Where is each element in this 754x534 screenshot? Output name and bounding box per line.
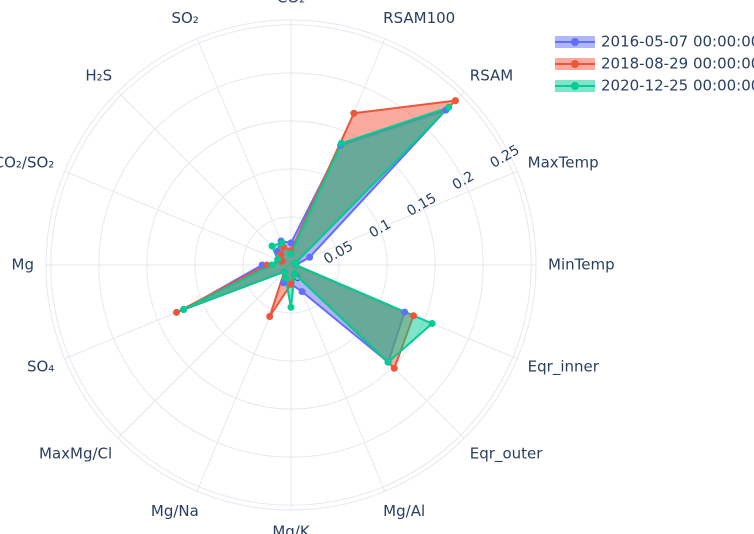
data-point [428, 319, 436, 327]
data-point [390, 364, 398, 372]
spoke [64, 170, 292, 266]
data-point [278, 239, 286, 247]
data-point [445, 103, 453, 111]
series-area [183, 106, 450, 364]
data-point [258, 261, 266, 269]
data-point [268, 261, 276, 269]
spoke [117, 91, 292, 266]
data-point [306, 253, 314, 261]
radial-tick-label: 0.15 [404, 190, 439, 219]
data-point [268, 242, 276, 250]
legend-label: 2016-05-07 00:00:00 [601, 33, 754, 51]
data-point [451, 97, 459, 105]
category-label: MaxMg/Cl [39, 444, 112, 462]
category-label: CO₂/SO₂ [0, 153, 54, 171]
category-label: Mg/Al [383, 502, 425, 520]
radial-tick-label: 0.1 [367, 216, 394, 241]
category-label: Mg/K [272, 523, 311, 534]
legend-label: 2018-08-29 00:00:00 [601, 55, 754, 73]
data-point [180, 305, 188, 313]
data-point [274, 255, 282, 263]
spoke [196, 38, 292, 266]
data-point [409, 312, 417, 320]
spoke [290, 170, 518, 266]
category-label: Eqr_outer [470, 444, 543, 463]
category-label: RSAM [470, 67, 513, 85]
data-point [401, 308, 409, 316]
data-point [292, 261, 300, 269]
data-point [280, 268, 288, 276]
data-point [337, 139, 345, 147]
data-point [298, 288, 306, 296]
category-label: RSAM100 [383, 9, 455, 27]
data-point [263, 261, 271, 269]
data-point [291, 270, 299, 278]
legend-swatch-marker [571, 82, 579, 90]
category-label: MaxTemp [528, 153, 599, 171]
data-point [172, 308, 180, 316]
category-label: CO₂ [277, 0, 305, 7]
spoke [290, 264, 386, 492]
data-point [266, 312, 274, 320]
data-point [287, 303, 295, 311]
legend-swatch-marker [571, 60, 579, 68]
legend-label: 2020-12-25 00:00:00 [601, 77, 754, 95]
legend-swatch-marker [571, 38, 579, 46]
data-point [281, 274, 289, 282]
data-point [384, 358, 392, 366]
category-label: Mg [12, 256, 34, 274]
category-label: H₂S [85, 67, 112, 85]
data-point [350, 109, 358, 117]
category-label: SO₂ [171, 9, 198, 27]
category-label: MinTemp [548, 256, 615, 274]
category-label: SO₄ [27, 358, 54, 376]
data-point [287, 249, 295, 257]
category-label: Eqr_inner [528, 358, 600, 377]
category-label: Mg/Na [151, 502, 199, 520]
data-point [287, 280, 295, 288]
spoke [117, 264, 292, 439]
data-point [287, 239, 295, 247]
radial-tick-label: 0.25 [488, 142, 523, 171]
